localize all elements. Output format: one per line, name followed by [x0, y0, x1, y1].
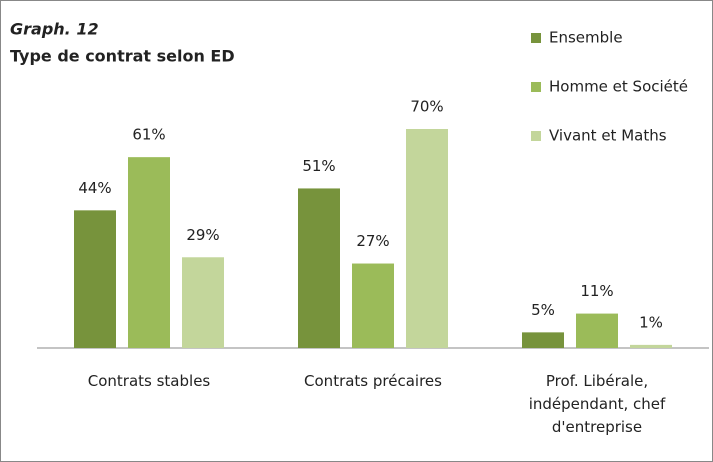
x-tick-label-box: Contrats précaires [304, 372, 442, 390]
data-label: 44% [78, 179, 111, 197]
x-tick-label-box: Contrats stables [87, 372, 211, 390]
data-label: 51% [302, 157, 335, 175]
bar [406, 129, 448, 348]
bar [630, 344, 672, 348]
legend-swatch [531, 131, 541, 141]
bar [128, 157, 170, 348]
bar [74, 210, 116, 348]
bar [576, 313, 618, 348]
x-tick-label-box: Prof. Libérale, indépendant, chef d'entr… [528, 372, 666, 436]
figure-label: Graph. 12 [10, 20, 99, 39]
legend-label: Vivant et Maths [549, 127, 667, 145]
data-label: 1% [639, 313, 663, 331]
data-label: 27% [356, 232, 389, 250]
legend-swatch [531, 33, 541, 43]
bar [182, 257, 224, 348]
data-label: 11% [580, 282, 613, 300]
legend-label: Homme et Société [549, 78, 688, 96]
data-label: 29% [186, 226, 219, 244]
x-tick-label: Contrats stables [87, 372, 211, 390]
bar [522, 332, 564, 348]
legend-label: Ensemble [549, 29, 623, 47]
data-label: 70% [410, 98, 443, 116]
chart-title: Type de contrat selon ED [10, 47, 235, 66]
bar [298, 188, 340, 348]
bar [352, 263, 394, 348]
x-tick-label: Prof. Libérale, indépendant, chef d'entr… [528, 372, 666, 436]
x-tick-label: Contrats précaires [304, 372, 442, 390]
legend-swatch [531, 82, 541, 92]
data-label: 61% [132, 126, 165, 144]
data-label: 5% [531, 301, 555, 319]
